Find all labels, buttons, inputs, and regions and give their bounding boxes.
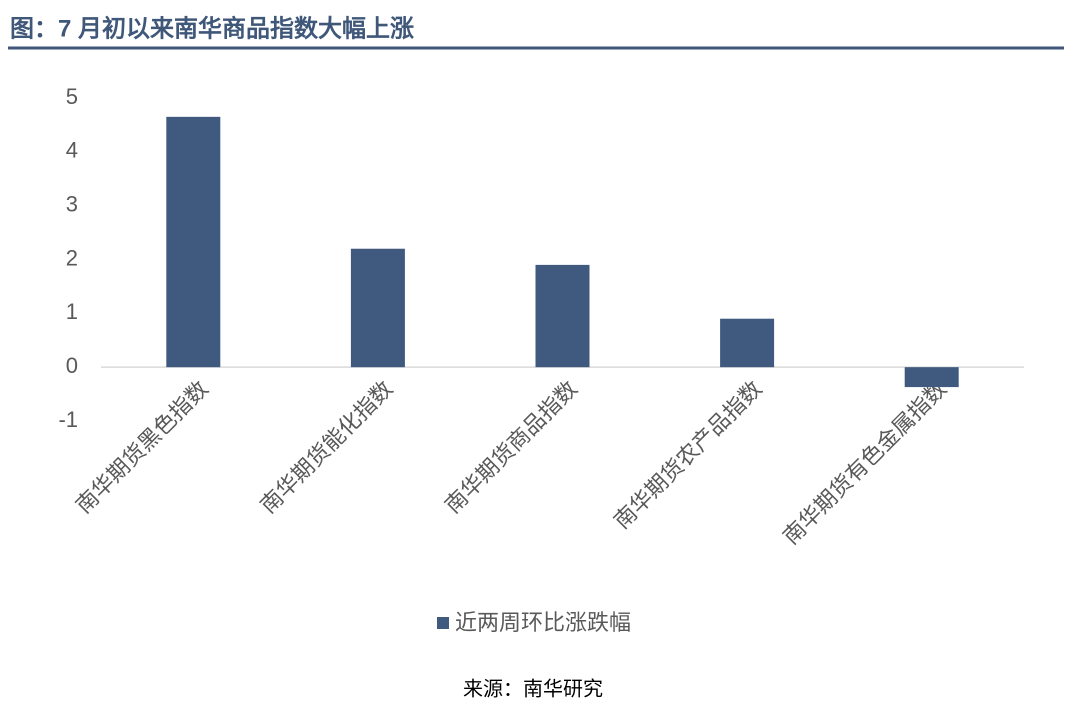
y-tick-label: 4	[66, 138, 78, 163]
bar	[720, 318, 775, 368]
y-tick-label: 2	[66, 245, 78, 270]
x-tick-label: 南华期货商品指数	[440, 376, 582, 518]
y-tick-label: -1	[58, 407, 78, 432]
y-tick-label: 0	[66, 353, 78, 378]
x-tick-label: 南华期货农产品指数	[609, 376, 767, 534]
x-tick-label: 南华期货有色金属指数	[778, 376, 951, 549]
bar	[535, 264, 590, 368]
y-tick-label: 3	[66, 191, 78, 216]
source-note: 来源：南华研究	[463, 677, 603, 700]
y-tick-label: 1	[66, 299, 78, 324]
x-tick-label: 南华期货能化指数	[255, 376, 397, 518]
legend-label: 近两周环比涨跌幅	[455, 610, 631, 635]
bar	[904, 367, 959, 388]
y-tick-label: 5	[66, 84, 78, 109]
x-tick-label: 南华期货黑色指数	[71, 376, 213, 518]
bar	[166, 116, 221, 368]
legend-swatch	[437, 617, 449, 629]
chart-title: 图：7 月初以来南华商品指数大幅上涨	[10, 14, 414, 42]
bar	[350, 248, 405, 368]
